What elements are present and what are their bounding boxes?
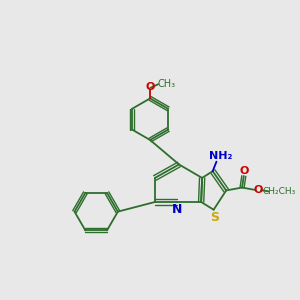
Text: O: O bbox=[146, 82, 155, 92]
Text: N: N bbox=[172, 203, 182, 216]
Text: S: S bbox=[211, 211, 220, 224]
Text: O: O bbox=[239, 166, 248, 176]
Text: CH₃: CH₃ bbox=[157, 79, 176, 89]
Text: O: O bbox=[254, 185, 263, 195]
Text: CH₂CH₃: CH₂CH₃ bbox=[262, 187, 296, 196]
Text: NH₂: NH₂ bbox=[209, 151, 232, 161]
